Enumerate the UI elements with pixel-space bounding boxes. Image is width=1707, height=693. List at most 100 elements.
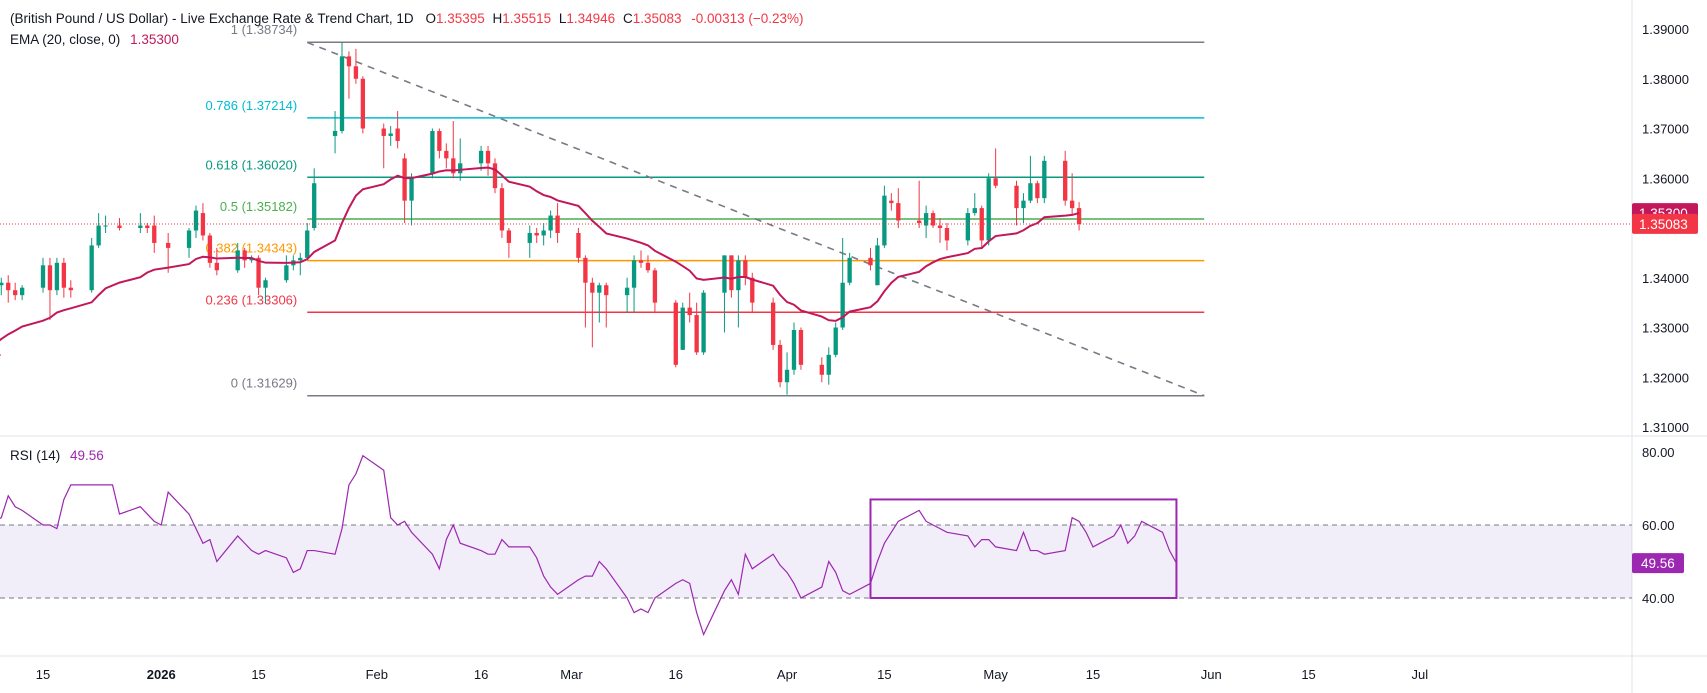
candle-body[interactable] <box>944 228 950 241</box>
candle-body[interactable] <box>96 225 101 246</box>
candle-body[interactable] <box>1021 200 1026 209</box>
candle-body[interactable] <box>1014 185 1019 209</box>
candle-body[interactable] <box>645 262 651 271</box>
candle-body[interactable] <box>312 183 317 228</box>
candle-body[interactable] <box>138 225 143 228</box>
candle-body[interactable] <box>458 163 463 174</box>
candle-body[interactable] <box>930 213 936 226</box>
candle-body[interactable] <box>381 128 386 136</box>
candle-body[interactable] <box>986 178 991 241</box>
candle-body[interactable] <box>750 277 755 303</box>
candle-body[interactable] <box>819 364 824 375</box>
candle-body[interactable] <box>638 260 644 263</box>
candle-body[interactable] <box>896 203 901 221</box>
candle-body[interactable] <box>332 130 338 136</box>
candle-body[interactable] <box>798 329 804 365</box>
rsi-legend[interactable]: RSI (14) 49.56 <box>10 448 104 463</box>
candle-body[interactable] <box>875 245 880 286</box>
candle-body[interactable] <box>889 200 894 204</box>
candle-body[interactable] <box>868 257 873 266</box>
candle-body[interactable] <box>604 285 609 296</box>
ema-legend[interactable]: EMA (20, close, 0) 1.35300 <box>10 32 179 47</box>
candle-body[interactable] <box>1076 208 1082 225</box>
candle-body[interactable] <box>152 225 157 243</box>
candle-body[interactable] <box>263 280 268 288</box>
candle-body[interactable] <box>499 188 505 231</box>
candle-body[interactable] <box>200 213 206 236</box>
candle-body[interactable] <box>729 255 734 291</box>
candle-body[interactable] <box>492 163 498 189</box>
candle-body[interactable] <box>555 215 560 233</box>
candle-body[interactable] <box>395 128 400 141</box>
candle-body[interactable] <box>847 257 852 283</box>
candle-body[interactable] <box>444 150 449 159</box>
candle-body[interactable] <box>506 230 512 243</box>
candle-body[interactable] <box>673 302 678 365</box>
candle-body[interactable] <box>631 260 637 288</box>
candle-body[interactable] <box>402 158 407 201</box>
candle-body[interactable] <box>145 225 150 228</box>
candle-body[interactable] <box>583 257 588 283</box>
candle-body[interactable] <box>346 56 352 67</box>
candle-body[interactable] <box>1042 160 1047 199</box>
candle-body[interactable] <box>40 265 46 288</box>
trend-line[interactable] <box>306 41 1205 397</box>
rsi-highlight-box[interactable] <box>869 498 1178 600</box>
candle-body[interactable] <box>54 262 60 291</box>
candle-body[interactable] <box>840 282 845 328</box>
candle-body[interactable] <box>478 150 484 164</box>
candle-body[interactable] <box>360 78 366 129</box>
candle-body[interactable] <box>972 208 977 214</box>
candle-body[interactable] <box>193 210 199 231</box>
candle-body[interactable] <box>89 245 94 291</box>
candle-body[interactable] <box>0 282 4 286</box>
candle-body[interactable] <box>1035 183 1040 199</box>
candle-body[interactable] <box>694 315 699 353</box>
candle-body[interactable] <box>722 255 727 293</box>
candle-body[interactable] <box>833 327 838 355</box>
candle-body[interactable] <box>652 270 658 303</box>
candle-body[interactable] <box>451 158 456 174</box>
candle-body[interactable] <box>937 225 943 228</box>
candle-body[interactable] <box>917 220 922 224</box>
candle-body[interactable] <box>701 292 706 353</box>
candle-body[interactable] <box>590 282 595 293</box>
candle-body[interactable] <box>409 178 414 201</box>
ema-line[interactable] <box>0 166 1080 356</box>
candle-body[interactable] <box>430 130 435 174</box>
candle-body[interactable] <box>882 195 887 246</box>
candle-body[interactable] <box>687 307 692 316</box>
candle-body[interactable] <box>1069 200 1075 209</box>
candle-body[interactable] <box>47 265 53 291</box>
candle-body[interactable] <box>68 287 73 291</box>
candle-body[interactable] <box>249 257 254 261</box>
candle-body[interactable] <box>743 260 748 278</box>
candle-body[interactable] <box>1063 160 1068 201</box>
candle-body[interactable] <box>284 265 289 281</box>
candle-body[interactable] <box>541 230 546 236</box>
candle-body[interactable] <box>548 215 553 231</box>
candle-body[interactable] <box>736 260 741 291</box>
candle-body[interactable] <box>242 250 247 261</box>
candle-body[interactable] <box>256 257 261 288</box>
candle-body[interactable] <box>117 225 122 228</box>
candle-body[interactable] <box>993 178 998 186</box>
candle-body[interactable] <box>214 262 219 271</box>
candle-body[interactable] <box>353 66 359 79</box>
candle-body[interactable] <box>339 56 345 131</box>
candle-body[interactable] <box>13 290 18 296</box>
candle-body[interactable] <box>527 232 532 243</box>
candle-body[interactable] <box>770 302 776 345</box>
candle-body[interactable] <box>166 242 171 248</box>
candle-body[interactable] <box>777 344 783 383</box>
candle-body[interactable] <box>103 225 108 227</box>
candle-body[interactable] <box>19 287 25 296</box>
candle-body[interactable] <box>826 354 831 375</box>
candle-body[interactable] <box>1028 183 1033 201</box>
candle-body[interactable] <box>235 250 240 271</box>
candle-body[interactable] <box>784 369 790 383</box>
candle-body[interactable] <box>6 282 11 291</box>
candle-body[interactable] <box>597 285 602 293</box>
candle-body[interactable] <box>965 213 970 241</box>
candle-body[interactable] <box>534 232 539 236</box>
